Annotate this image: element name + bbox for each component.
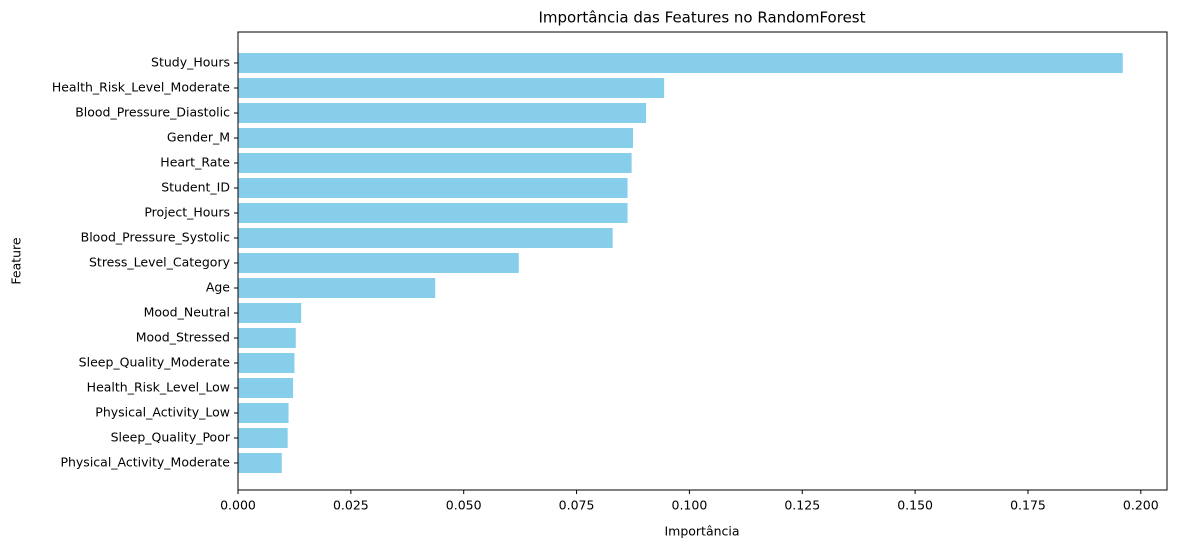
y-tick-label: Blood_Pressure_Systolic: [81, 230, 230, 245]
x-tick-label: 0.175: [1010, 498, 1046, 513]
y-tick-label: Gender_M: [167, 130, 230, 145]
y-tick-label: Sleep_Quality_Moderate: [79, 355, 231, 370]
bar-mood-neutral: [238, 303, 302, 323]
bar-study-hours: [238, 53, 1123, 73]
bar-project-hours: [238, 203, 628, 223]
y-tick-label: Heart_Rate: [160, 155, 230, 170]
bar-health-risk-level-low: [238, 378, 294, 398]
x-tick-label: 0.000: [220, 498, 256, 513]
y-tick-label: Project_Hours: [144, 205, 230, 220]
bar-physical-activity-moderate: [238, 453, 282, 473]
bar-student-id: [238, 178, 628, 198]
y-tick-label: Age: [206, 280, 230, 295]
bar-sleep-quality-moderate: [238, 353, 295, 373]
bar-health-risk-level-moderate: [238, 78, 665, 98]
bar-blood-pressure-diastolic: [238, 103, 647, 123]
y-tick-label: Blood_Pressure_Diastolic: [75, 105, 230, 120]
y-tick-label: Student_ID: [161, 180, 230, 195]
bars-group: [238, 53, 1123, 473]
bar-sleep-quality-poor: [238, 428, 288, 448]
bar-mood-stressed: [238, 328, 296, 348]
chart-title: Importância das Features no RandomForest: [538, 9, 865, 27]
y-tick-label: Stress_Level_Category: [89, 255, 231, 270]
y-tick-labels: Study_Hours Health_Risk_Level_Moderate Blo…: [52, 55, 238, 470]
y-tick-label: Study_Hours: [151, 55, 230, 70]
bar-blood-pressure-systolic: [238, 228, 613, 248]
y-tick-label: Physical_Activity_Moderate: [60, 455, 230, 470]
y-tick-label: Health_Risk_Level_Low: [87, 380, 230, 395]
y-tick-label: Mood_Neutral: [144, 305, 230, 320]
bar-gender-m: [238, 128, 633, 148]
y-tick-label: Physical_Activity_Low: [95, 405, 230, 420]
y-tick-label: Mood_Stressed: [136, 330, 230, 345]
x-axis-title: Importância: [664, 524, 739, 539]
x-axis-ticks: 0.000 0.025 0.050 0.075 0.100 0.125 0.150 0.175…: [220, 490, 1159, 513]
x-tick-label: 0.050: [446, 498, 482, 513]
y-tick-label: Health_Risk_Level_Moderate: [52, 80, 230, 95]
bar-stress-level-category: [238, 253, 519, 273]
x-tick-label: 0.025: [333, 498, 369, 513]
plot-frame: [237, 31, 1168, 491]
x-tick-label: 0.150: [897, 498, 933, 513]
y-axis-title: Feature: [9, 237, 24, 285]
bar-heart-rate: [238, 153, 632, 173]
x-tick-label: 0.100: [672, 498, 708, 513]
x-tick-label: 0.075: [559, 498, 595, 513]
bar-age: [238, 278, 436, 298]
bar-physical-activity-low: [238, 403, 289, 423]
y-tick-label: Sleep_Quality_Poor: [111, 430, 231, 445]
x-tick-label: 0.125: [784, 498, 820, 513]
x-tick-label: 0.200: [1123, 498, 1159, 513]
